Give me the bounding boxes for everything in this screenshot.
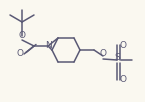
Text: O: O	[19, 32, 26, 40]
Text: O: O	[119, 75, 126, 84]
Text: O: O	[17, 49, 23, 59]
Text: N: N	[45, 40, 51, 49]
Text: O: O	[99, 49, 106, 59]
Text: O: O	[119, 40, 126, 49]
Text: S: S	[114, 54, 120, 63]
